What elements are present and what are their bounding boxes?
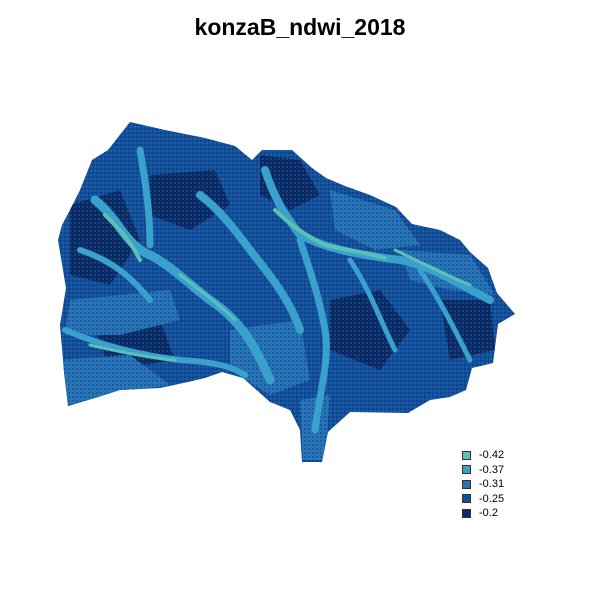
legend-label: -0.31 <box>479 478 505 491</box>
legend-swatch <box>462 508 471 518</box>
legend-item: -0.2 <box>462 506 504 521</box>
map-title: konzaB_ndwi_2018 <box>194 14 406 40</box>
legend-item: -0.25 <box>462 492 504 507</box>
legend-item: -0.31 <box>462 477 504 492</box>
legend-label: -0.25 <box>479 492 505 505</box>
legend-item: -0.37 <box>462 463 504 478</box>
catchment-raster <box>58 122 515 462</box>
legend-label: -0.42 <box>479 449 505 462</box>
legend-label: -0.2 <box>479 507 498 520</box>
legend-item: -0.42 <box>462 448 504 463</box>
legend-label: -0.37 <box>479 463 505 476</box>
legend-swatch <box>462 479 471 489</box>
legend: -0.42 -0.37 -0.31 -0.25 -0.2 <box>462 448 504 521</box>
legend-swatch <box>462 494 471 504</box>
legend-swatch <box>462 465 471 475</box>
legend-swatch <box>462 450 471 460</box>
